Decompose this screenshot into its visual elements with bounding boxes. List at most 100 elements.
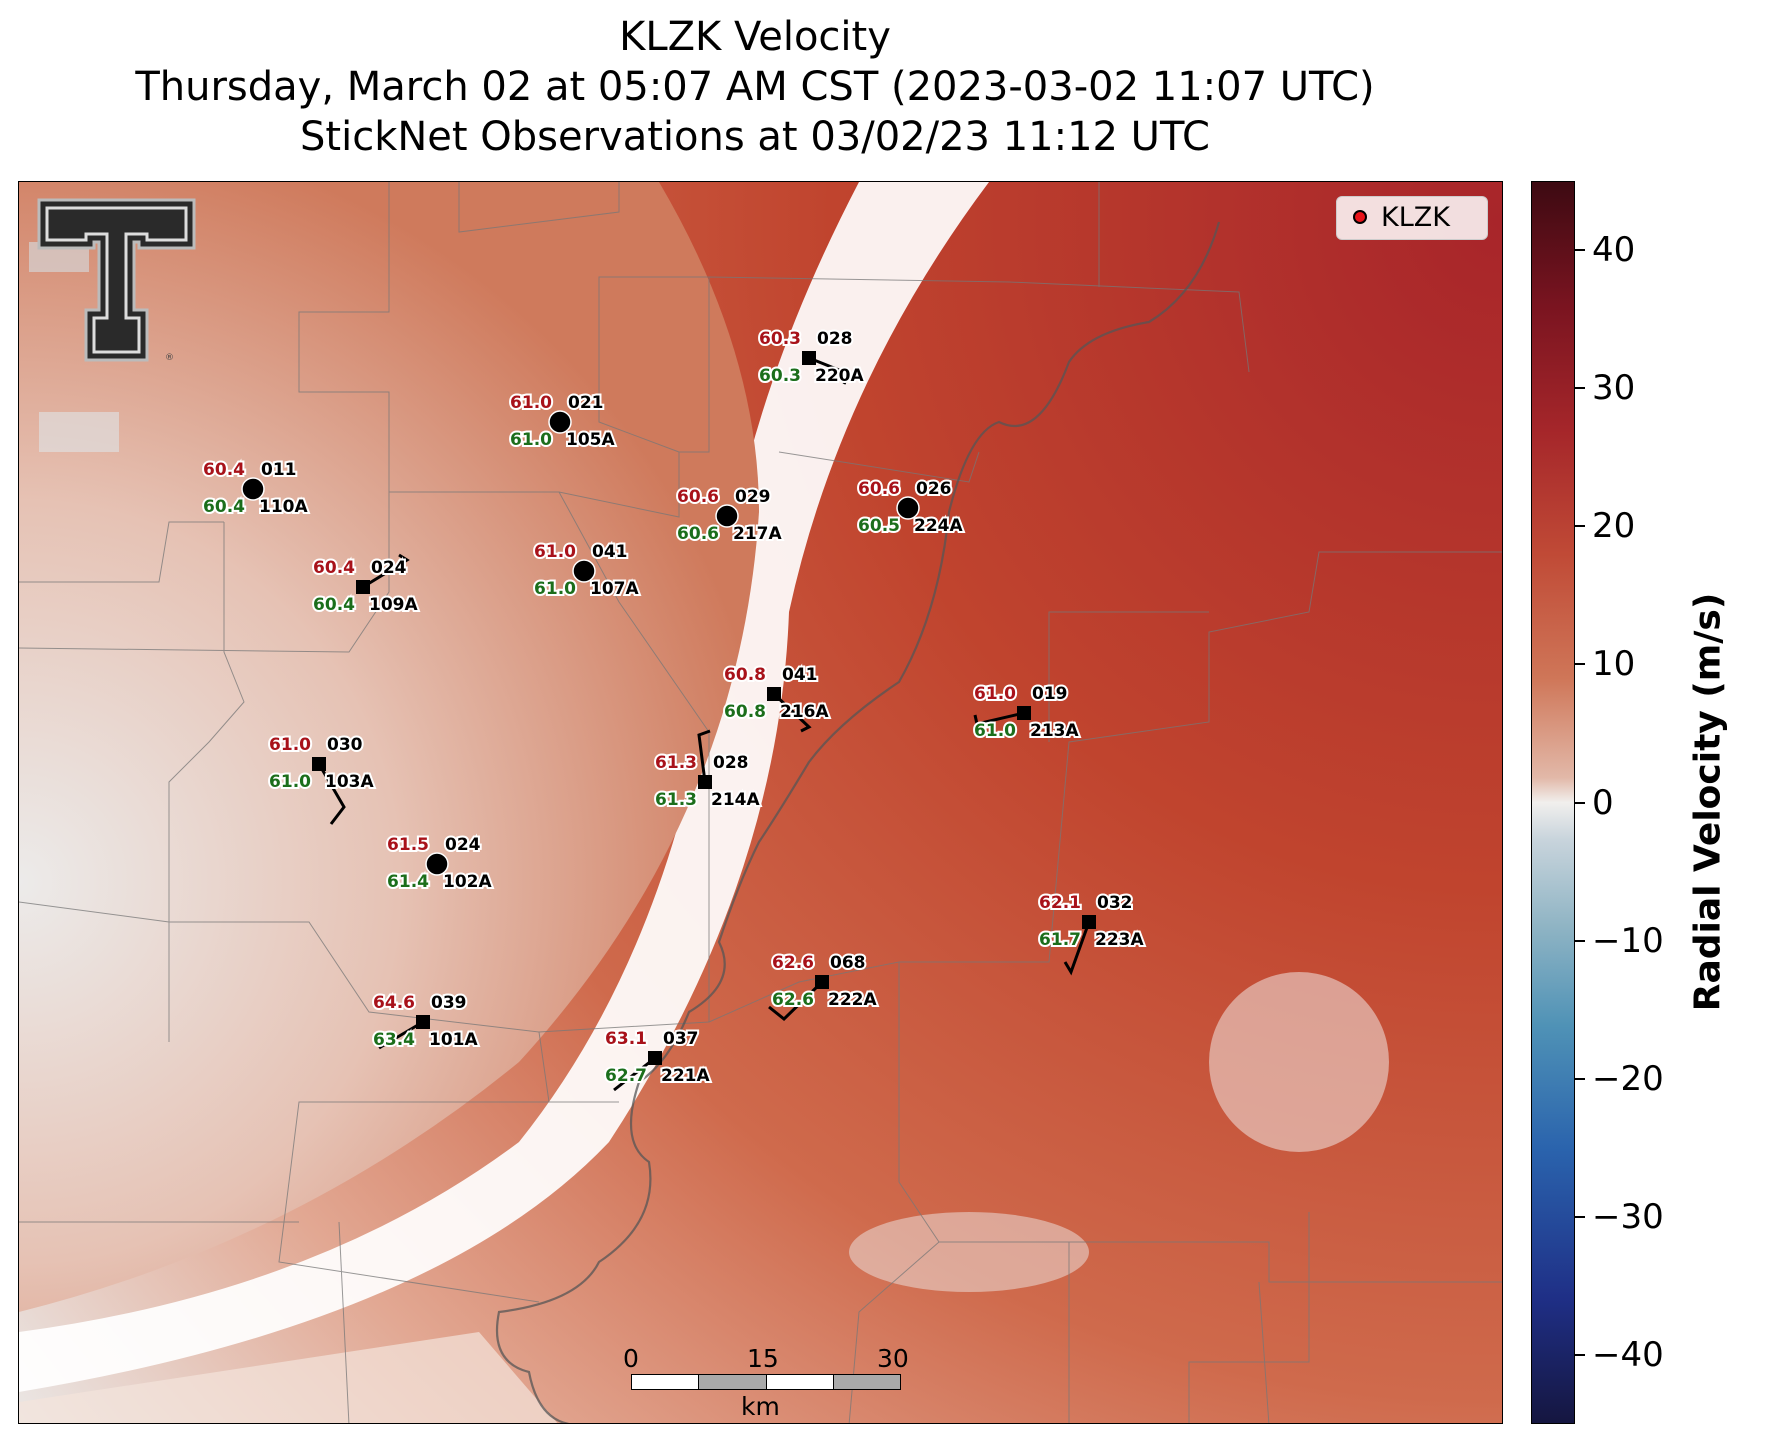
station-id-label: 213A (1030, 721, 1079, 741)
station-222a-marker[interactable] (815, 975, 829, 989)
station-id-label: 105A (566, 430, 615, 450)
station-dewpoint-label: 62.7 (605, 1066, 647, 1086)
station-temp-label: 60.3 (759, 329, 801, 349)
colorbar-tick-label: −40 (1592, 1334, 1664, 1375)
station-101a-marker[interactable] (416, 1015, 430, 1029)
colorbar-tick-mark (1575, 939, 1585, 942)
station-id-label: 102A (443, 872, 492, 892)
station-wind-dir-label: 039 (431, 993, 467, 1013)
station-213a-marker[interactable] (1017, 706, 1031, 720)
station-temp-label: 61.0 (534, 542, 576, 562)
scale-tick-15: 15 (747, 1344, 779, 1373)
station-110a-marker[interactable] (241, 477, 265, 501)
station-wind-dir-label: 041 (782, 665, 818, 685)
colorbar-tick-label: 30 (1592, 368, 1636, 409)
station-temp-label: 60.4 (203, 460, 245, 480)
title-line-1: KLZK Velocity (619, 14, 891, 60)
station-id-label: 101A (429, 1030, 478, 1050)
station-id-label: 107A (590, 579, 639, 599)
station-wind-dir-label: 021 (568, 393, 604, 413)
station-id-label: 223A (1095, 930, 1144, 950)
station-temp-label: 60.4 (313, 558, 355, 578)
station-wind-dir-label: 028 (713, 753, 749, 773)
colorbar-tick-mark (1575, 525, 1585, 528)
station-wind-dir-label: 041 (592, 542, 628, 562)
station-wind-dir-label: 024 (371, 558, 407, 578)
colorbar-tick-label: 10 (1592, 644, 1636, 685)
station-221a-marker[interactable] (648, 1051, 662, 1065)
colorbar-tick-mark (1575, 1215, 1585, 1218)
station-temp-label: 60.6 (858, 479, 900, 499)
station-dewpoint-label: 61.3 (655, 790, 697, 810)
svg-text:®: ® (165, 353, 174, 363)
station-dewpoint-label: 63.4 (373, 1030, 415, 1050)
station-dewpoint-label: 60.8 (724, 702, 766, 722)
station-wind-dir-label: 026 (916, 479, 952, 499)
colorbar-tick-mark (1575, 801, 1585, 804)
station-temp-label: 61.5 (387, 835, 429, 855)
station-216a-marker[interactable] (767, 687, 781, 701)
station-103a-marker[interactable] (312, 757, 326, 771)
station-107a-marker[interactable] (572, 559, 596, 583)
colorbar-tick-mark (1575, 1077, 1585, 1080)
colorbar-title: Radial Velocity (m/s) (1687, 592, 1729, 1012)
station-dewpoint-label: 60.4 (203, 497, 245, 517)
station-wind-dir-label: 037 (663, 1029, 699, 1049)
colorbar (1531, 181, 1575, 1424)
colorbar-tick-label: 20 (1592, 506, 1636, 547)
station-dewpoint-label: 61.4 (387, 872, 429, 892)
station-wind-dir-label: 011 (261, 460, 297, 480)
station-dewpoint-label: 61.0 (510, 430, 552, 450)
scale-tick-30: 30 (877, 1344, 909, 1373)
station-105a-marker[interactable] (548, 410, 572, 434)
title-line-2: Thursday, March 02 at 05:07 AM CST (2023… (135, 64, 1375, 110)
station-dewpoint-label: 60.6 (677, 524, 719, 544)
station-224a-marker[interactable] (896, 496, 920, 520)
station-214a-marker[interactable] (698, 775, 712, 789)
station-temp-label: 63.1 (605, 1029, 647, 1049)
station-wind-dir-label: 030 (327, 735, 363, 755)
state-line (495, 221, 1221, 1423)
station-dewpoint-label: 60.4 (313, 595, 355, 615)
station-wind-dir-label: 032 (1097, 893, 1133, 913)
station-dewpoint-label: 61.0 (974, 721, 1016, 741)
scale-bar (631, 1374, 901, 1390)
station-wind-dir-label: 024 (445, 835, 481, 855)
station-temp-label: 61.0 (510, 393, 552, 413)
station-temp-label: 60.6 (677, 487, 719, 507)
colorbar-tick-mark (1575, 387, 1585, 390)
station-109a-marker[interactable] (356, 580, 370, 594)
station-temp-label: 60.8 (724, 665, 766, 685)
radar-map[interactable]: ® 61.0 021 61.0 105A 60.4 011 60.4 110A 60.4 024 6… (18, 181, 1503, 1424)
station-id-label: 110A (259, 497, 308, 517)
station-102a-marker[interactable] (425, 852, 449, 876)
station-temp-label: 64.6 (373, 993, 415, 1013)
station-dewpoint-label: 61.0 (534, 579, 576, 599)
station-223a-marker[interactable] (1082, 915, 1096, 929)
colorbar-tick-label: 40 (1592, 230, 1636, 271)
station-wind-dir-label: 028 (817, 329, 853, 349)
station-temp-label: 61.0 (974, 684, 1016, 704)
scale-unit: km (741, 1392, 780, 1421)
klzk-marker-icon (1353, 210, 1367, 224)
station-220a-marker[interactable] (802, 351, 816, 365)
station-temp-label: 61.3 (655, 753, 697, 773)
station-id-label: 221A (661, 1066, 710, 1086)
station-id-label: 224A (914, 516, 963, 536)
station-id-label: 103A (325, 772, 374, 792)
station-id-label: 222A (828, 990, 877, 1010)
station-dewpoint-label: 60.3 (759, 366, 801, 386)
station-id-label: 220A (815, 366, 864, 386)
sparse-area (19, 1332, 558, 1423)
scale-tick-0: 0 (623, 1344, 639, 1373)
inner-velocity-disk (19, 182, 759, 1312)
stations-layer: 61.0 021 61.0 105A 60.4 011 60.4 110A 60.4 024 60.… (201, 327, 1146, 1088)
station-wind-dir-label: 019 (1032, 684, 1068, 704)
station-217a-marker[interactable] (715, 504, 739, 528)
colorbar-tick-mark (1575, 249, 1585, 252)
colorbar-tick-label: −30 (1592, 1196, 1664, 1237)
station-id-label: 214A (711, 790, 760, 810)
station-id-label: 216A (780, 702, 829, 722)
colorbar-tick-label: −20 (1592, 1058, 1664, 1099)
station-temp-label: 62.1 (1039, 893, 1081, 913)
